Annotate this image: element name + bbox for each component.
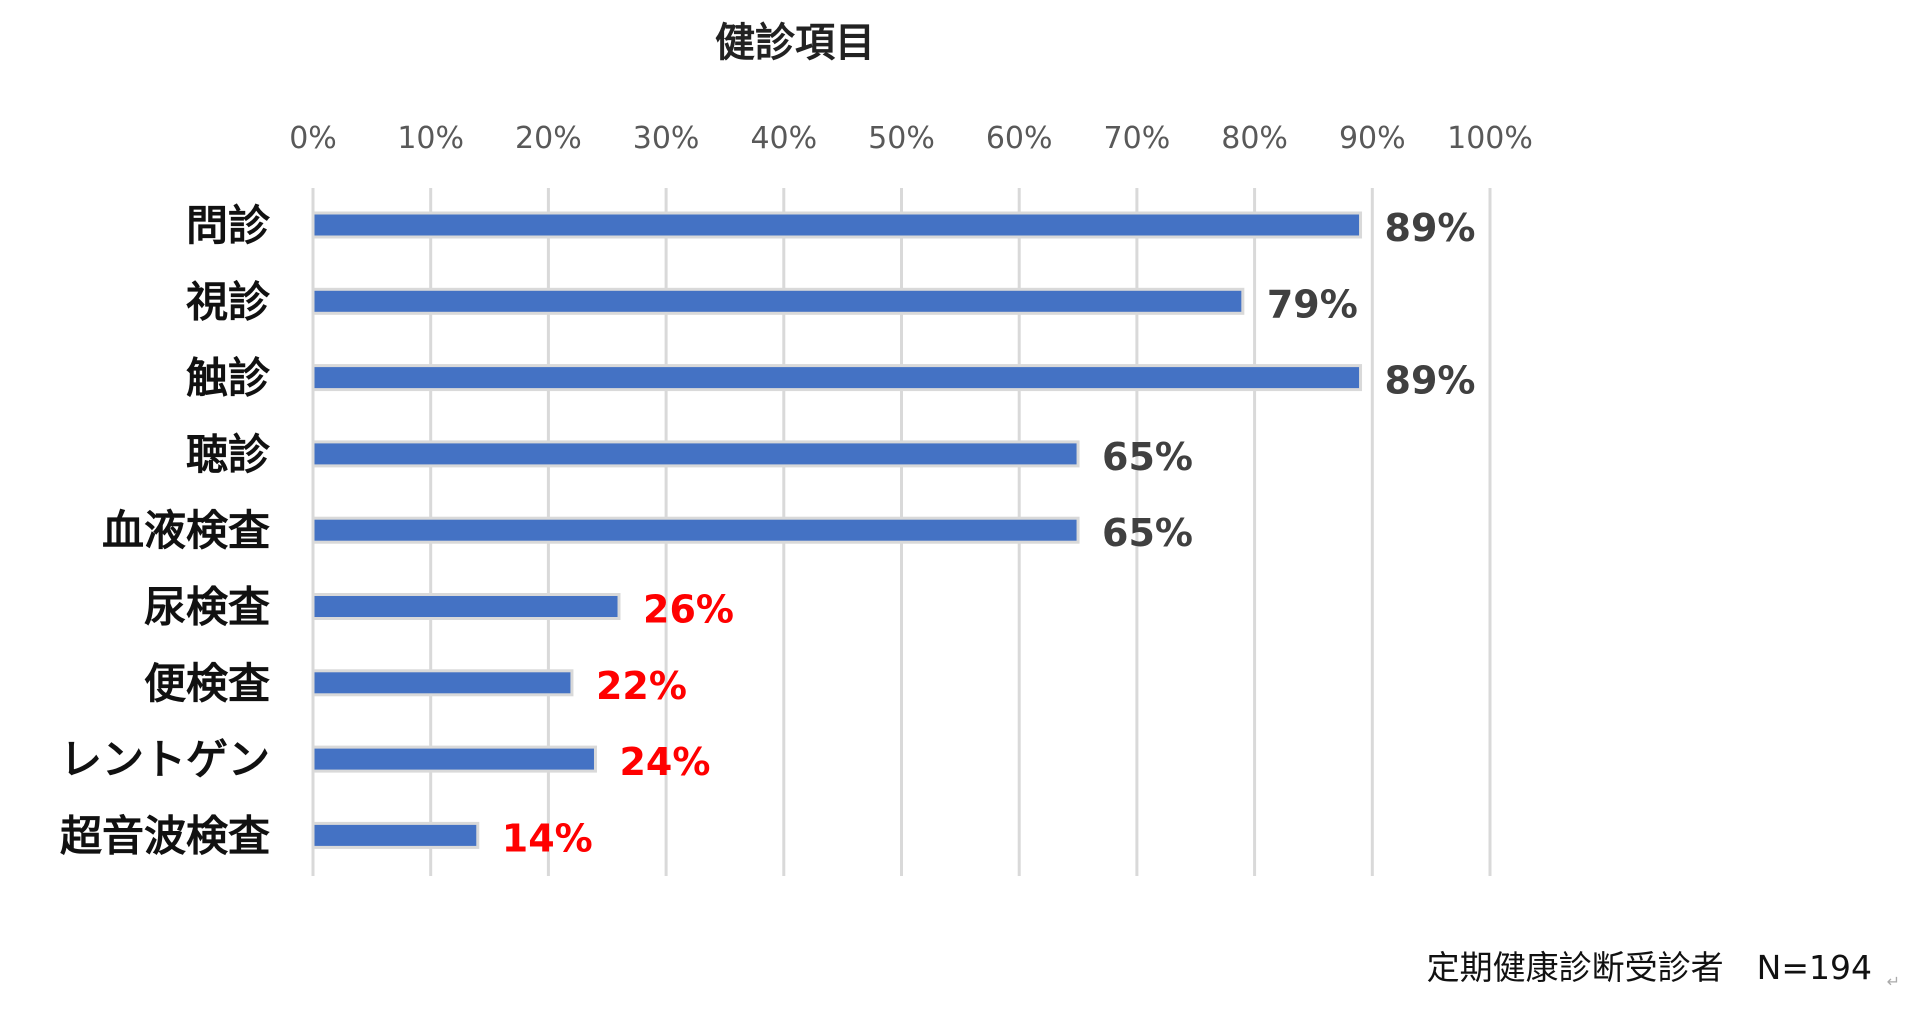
data-label: 65% — [1102, 511, 1193, 555]
chart-title: 健診項目 — [715, 20, 875, 66]
bar — [311, 593, 621, 620]
data-label: 14% — [502, 816, 593, 860]
data-label: 89% — [1385, 359, 1476, 403]
category-label: 問診 — [186, 201, 271, 250]
bars — [311, 211, 1363, 849]
bar — [311, 287, 1245, 315]
category-label: 尿検査 — [144, 583, 270, 632]
category-label: レントゲン — [60, 735, 270, 784]
bar — [311, 745, 597, 773]
bar — [311, 440, 1080, 468]
category-label: 聴診 — [186, 430, 271, 479]
bar — [311, 821, 480, 849]
data-label: 22% — [596, 664, 687, 708]
data-label: 65% — [1102, 435, 1193, 479]
data-label: 26% — [643, 588, 734, 632]
bar — [311, 669, 574, 697]
category-label: 超音波検査 — [60, 811, 270, 860]
x-tick-label: 40% — [750, 121, 817, 156]
category-label: 便検査 — [144, 659, 270, 708]
x-tick-label: 80% — [1221, 121, 1288, 156]
data-label: 24% — [619, 740, 710, 784]
x-axis-ticks: 0% 10% 20% 30% 40% 50% 60% 70% 80% 90% 100% — [289, 121, 1533, 156]
data-label: 89% — [1385, 206, 1476, 250]
footnote: 定期健康診断受診者 N=194 — [1426, 948, 1872, 987]
category-label: 視診 — [186, 277, 271, 326]
x-tick-label: 0% — [289, 121, 337, 156]
data-label: 79% — [1267, 282, 1358, 326]
x-tick-label: 20% — [515, 121, 582, 156]
bar — [311, 516, 1080, 544]
bar — [311, 364, 1363, 392]
bar — [311, 211, 1363, 239]
category-label: 触診 — [186, 354, 271, 403]
category-label: 血液検査 — [102, 506, 270, 555]
x-tick-label: 90% — [1339, 121, 1406, 156]
value-labels: 89% 79% 89% 65% 65% 26% 22% 24% 14% — [502, 206, 1476, 860]
x-tick-label: 50% — [868, 121, 935, 156]
x-tick-label: 100% — [1447, 121, 1533, 156]
x-tick-label: 70% — [1104, 121, 1171, 156]
x-tick-label: 10% — [397, 121, 464, 156]
x-tick-label: 60% — [986, 121, 1053, 156]
paragraph-mark: ↵ — [1886, 972, 1900, 991]
x-tick-label: 30% — [633, 121, 700, 156]
